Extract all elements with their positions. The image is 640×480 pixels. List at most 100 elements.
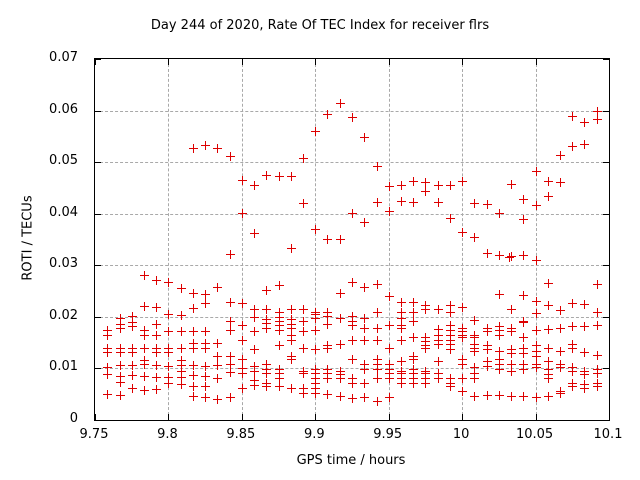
data-point-marker bbox=[409, 378, 419, 388]
data-point-marker bbox=[458, 227, 468, 237]
data-point-marker bbox=[201, 361, 211, 371]
data-point-marker bbox=[507, 180, 517, 190]
data-point-marker bbox=[176, 310, 186, 320]
data-point-marker bbox=[213, 283, 223, 293]
data-point-marker bbox=[568, 344, 578, 354]
data-point-marker bbox=[568, 112, 578, 122]
data-point-marker bbox=[201, 141, 211, 151]
data-point-marker bbox=[115, 319, 125, 329]
data-point-marker bbox=[152, 276, 162, 286]
data-point-marker bbox=[103, 343, 113, 353]
data-point-marker bbox=[494, 355, 504, 365]
data-point-marker bbox=[250, 344, 260, 354]
data-point-marker bbox=[250, 367, 260, 376]
data-point-marker bbox=[139, 359, 149, 369]
data-point-marker bbox=[494, 364, 504, 374]
x-tick-mark bbox=[462, 59, 464, 65]
data-point-marker bbox=[384, 374, 394, 384]
data-point-marker bbox=[164, 327, 174, 337]
y-tick-mark bbox=[603, 265, 609, 267]
data-point-marker bbox=[384, 321, 394, 331]
data-point-marker bbox=[152, 331, 162, 341]
data-point-marker bbox=[286, 244, 296, 254]
gridline-vertical bbox=[168, 59, 170, 420]
data-point-marker bbox=[213, 144, 223, 154]
data-point-marker bbox=[323, 110, 333, 120]
data-point-marker bbox=[519, 349, 529, 359]
data-point-marker bbox=[176, 327, 186, 337]
data-point-marker bbox=[348, 393, 357, 403]
data-point-marker bbox=[201, 290, 211, 300]
data-point-marker bbox=[433, 181, 443, 191]
data-point-marker bbox=[372, 359, 382, 369]
data-point-marker bbox=[139, 331, 149, 341]
plot-area bbox=[94, 58, 610, 421]
data-point-marker bbox=[274, 321, 284, 331]
data-point-marker bbox=[103, 325, 113, 335]
data-point-marker bbox=[519, 391, 529, 401]
data-point-marker bbox=[409, 297, 419, 307]
y-tick-label: 0.03 bbox=[49, 256, 78, 272]
data-point-marker bbox=[507, 367, 517, 376]
y-tick-mark bbox=[603, 110, 609, 112]
data-point-marker bbox=[139, 343, 149, 353]
data-point-marker bbox=[372, 324, 382, 334]
data-point-marker bbox=[580, 300, 590, 310]
data-point-marker bbox=[372, 336, 382, 346]
data-point-marker bbox=[556, 151, 566, 161]
data-point-marker bbox=[421, 178, 431, 188]
data-point-marker bbox=[348, 277, 357, 287]
data-point-marker bbox=[507, 305, 517, 315]
data-point-marker bbox=[115, 324, 125, 334]
data-point-marker bbox=[152, 319, 162, 329]
data-point-marker bbox=[445, 374, 455, 384]
data-point-marker bbox=[543, 391, 553, 401]
data-point-marker bbox=[482, 326, 492, 336]
data-point-marker bbox=[213, 373, 223, 383]
x-tick-mark bbox=[388, 59, 390, 65]
data-point-marker bbox=[250, 312, 260, 322]
x-tick-mark bbox=[168, 414, 170, 420]
data-point-marker bbox=[531, 352, 541, 362]
data-point-marker bbox=[299, 316, 309, 326]
data-point-marker bbox=[299, 153, 309, 163]
y-tick-mark bbox=[603, 420, 609, 421]
data-point-marker bbox=[433, 305, 443, 315]
x-axis-label: GPS time / hours bbox=[296, 453, 406, 468]
data-point-marker bbox=[335, 288, 345, 298]
x-tick-label: 9.75 bbox=[79, 427, 109, 442]
data-point-marker bbox=[494, 331, 504, 341]
data-point-marker bbox=[188, 338, 198, 348]
data-point-marker bbox=[188, 391, 198, 401]
data-point-marker bbox=[360, 392, 370, 402]
gridline-vertical bbox=[388, 59, 390, 420]
data-point-marker bbox=[396, 307, 406, 317]
data-point-marker bbox=[360, 359, 370, 369]
data-point-marker bbox=[127, 360, 137, 370]
data-point-marker bbox=[470, 333, 480, 343]
data-point-marker bbox=[592, 279, 602, 289]
data-point-marker bbox=[445, 321, 455, 331]
data-point-marker bbox=[152, 373, 162, 383]
x-tick-mark bbox=[462, 414, 464, 420]
data-point-marker bbox=[360, 336, 370, 346]
data-point-marker bbox=[494, 251, 504, 261]
data-point-marker bbox=[445, 300, 455, 310]
data-point-marker bbox=[409, 308, 419, 318]
data-point-marker bbox=[494, 209, 504, 219]
data-point-marker bbox=[152, 302, 162, 312]
data-point-marker bbox=[176, 380, 186, 390]
data-point-marker bbox=[213, 360, 223, 370]
data-point-marker bbox=[127, 343, 137, 353]
data-point-marker bbox=[225, 392, 235, 402]
data-point-marker bbox=[445, 307, 455, 317]
x-tick-mark bbox=[315, 59, 317, 65]
data-point-marker bbox=[237, 209, 247, 219]
data-point-marker bbox=[531, 256, 541, 266]
data-point-marker bbox=[213, 395, 223, 405]
data-point-marker bbox=[396, 335, 406, 345]
data-point-marker bbox=[470, 233, 480, 243]
data-point-marker bbox=[458, 177, 468, 187]
data-point-marker bbox=[213, 338, 223, 348]
